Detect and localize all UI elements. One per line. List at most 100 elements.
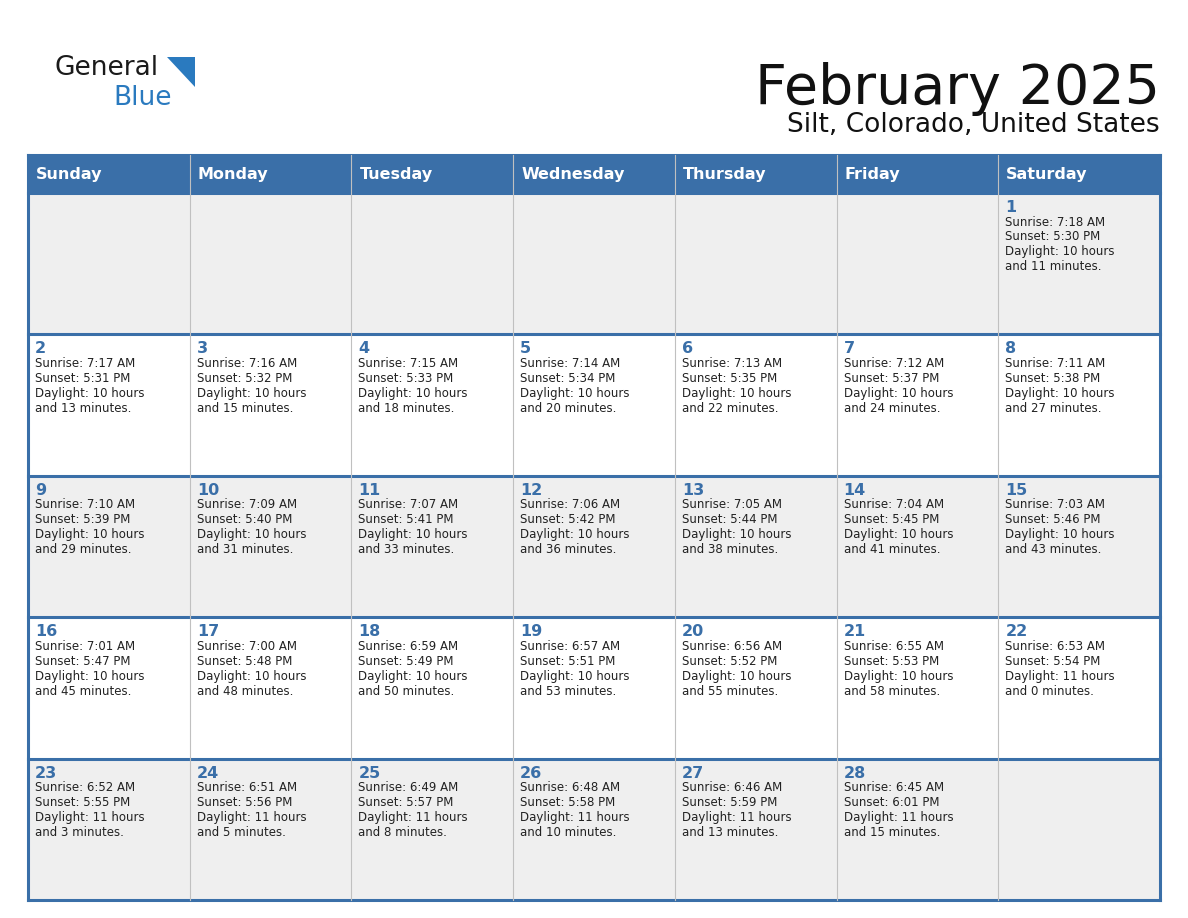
- Text: Sunset: 5:51 PM: Sunset: 5:51 PM: [520, 655, 615, 667]
- Text: Daylight: 11 hours: Daylight: 11 hours: [843, 812, 953, 824]
- Text: Sunrise: 7:17 AM: Sunrise: 7:17 AM: [34, 357, 135, 370]
- Bar: [352, 155, 513, 193]
- Bar: [190, 758, 352, 900]
- Text: Sunrise: 7:05 AM: Sunrise: 7:05 AM: [682, 498, 782, 511]
- Text: Daylight: 10 hours: Daylight: 10 hours: [34, 528, 145, 542]
- Text: Sunset: 5:54 PM: Sunset: 5:54 PM: [1005, 655, 1100, 667]
- Text: Sunrise: 6:49 AM: Sunrise: 6:49 AM: [359, 781, 459, 794]
- Text: and 38 minutes.: and 38 minutes.: [682, 543, 778, 556]
- Text: and 53 minutes.: and 53 minutes.: [520, 685, 617, 698]
- Text: Sunset: 5:58 PM: Sunset: 5:58 PM: [520, 796, 615, 809]
- Text: Daylight: 11 hours: Daylight: 11 hours: [34, 812, 145, 824]
- Text: 17: 17: [197, 624, 219, 639]
- Text: Sunset: 5:34 PM: Sunset: 5:34 PM: [520, 372, 615, 385]
- Text: Sunset: 5:39 PM: Sunset: 5:39 PM: [34, 513, 131, 526]
- Bar: [675, 617, 836, 758]
- Bar: [352, 334, 513, 476]
- Text: and 55 minutes.: and 55 minutes.: [682, 685, 778, 698]
- Text: 27: 27: [682, 766, 704, 780]
- Text: and 58 minutes.: and 58 minutes.: [843, 685, 940, 698]
- Text: Daylight: 10 hours: Daylight: 10 hours: [843, 386, 953, 400]
- Text: and 11 minutes.: and 11 minutes.: [1005, 261, 1101, 274]
- Bar: [352, 476, 513, 617]
- Text: and 8 minutes.: and 8 minutes.: [359, 826, 448, 839]
- Text: Sunset: 5:31 PM: Sunset: 5:31 PM: [34, 372, 131, 385]
- Text: Sunrise: 6:52 AM: Sunrise: 6:52 AM: [34, 781, 135, 794]
- Text: Silt, Colorado, United States: Silt, Colorado, United States: [788, 112, 1159, 138]
- Text: Sunset: 5:53 PM: Sunset: 5:53 PM: [843, 655, 939, 667]
- Text: Daylight: 10 hours: Daylight: 10 hours: [843, 670, 953, 683]
- Text: Daylight: 10 hours: Daylight: 10 hours: [34, 386, 145, 400]
- Text: and 45 minutes.: and 45 minutes.: [34, 685, 132, 698]
- Text: Sunrise: 6:46 AM: Sunrise: 6:46 AM: [682, 781, 782, 794]
- Text: Sunset: 5:59 PM: Sunset: 5:59 PM: [682, 796, 777, 809]
- Text: and 41 minutes.: and 41 minutes.: [843, 543, 940, 556]
- Text: 16: 16: [34, 624, 57, 639]
- Text: Sunrise: 7:15 AM: Sunrise: 7:15 AM: [359, 357, 459, 370]
- Bar: [675, 758, 836, 900]
- Bar: [998, 758, 1159, 900]
- Text: 26: 26: [520, 766, 543, 780]
- Bar: [29, 617, 190, 758]
- Text: Sunset: 5:32 PM: Sunset: 5:32 PM: [197, 372, 292, 385]
- Text: Daylight: 10 hours: Daylight: 10 hours: [520, 386, 630, 400]
- Bar: [29, 193, 190, 334]
- Bar: [998, 193, 1159, 334]
- Bar: [190, 193, 352, 334]
- Text: 11: 11: [359, 483, 380, 498]
- Bar: [836, 193, 998, 334]
- Text: Sunrise: 7:16 AM: Sunrise: 7:16 AM: [197, 357, 297, 370]
- Text: Daylight: 10 hours: Daylight: 10 hours: [520, 528, 630, 542]
- Bar: [675, 476, 836, 617]
- Text: Sunset: 5:49 PM: Sunset: 5:49 PM: [359, 655, 454, 667]
- Text: 22: 22: [1005, 624, 1028, 639]
- Text: Sunrise: 6:59 AM: Sunrise: 6:59 AM: [359, 640, 459, 653]
- Text: Sunrise: 7:18 AM: Sunrise: 7:18 AM: [1005, 216, 1105, 229]
- Text: 25: 25: [359, 766, 380, 780]
- Bar: [513, 193, 675, 334]
- Text: Sunset: 5:47 PM: Sunset: 5:47 PM: [34, 655, 131, 667]
- Bar: [836, 155, 998, 193]
- Text: Daylight: 10 hours: Daylight: 10 hours: [682, 528, 791, 542]
- Text: Daylight: 10 hours: Daylight: 10 hours: [359, 386, 468, 400]
- Text: Sunset: 5:35 PM: Sunset: 5:35 PM: [682, 372, 777, 385]
- Bar: [513, 155, 675, 193]
- Text: 6: 6: [682, 341, 693, 356]
- Text: 19: 19: [520, 624, 543, 639]
- Text: 24: 24: [197, 766, 219, 780]
- Text: and 50 minutes.: and 50 minutes.: [359, 685, 455, 698]
- Text: Sunset: 5:45 PM: Sunset: 5:45 PM: [843, 513, 939, 526]
- Bar: [998, 334, 1159, 476]
- Text: Sunrise: 7:13 AM: Sunrise: 7:13 AM: [682, 357, 782, 370]
- Text: Daylight: 10 hours: Daylight: 10 hours: [843, 528, 953, 542]
- Text: Daylight: 10 hours: Daylight: 10 hours: [1005, 528, 1114, 542]
- Text: Sunrise: 7:12 AM: Sunrise: 7:12 AM: [843, 357, 943, 370]
- Bar: [675, 193, 836, 334]
- Text: 13: 13: [682, 483, 704, 498]
- Text: Thursday: Thursday: [683, 166, 766, 182]
- Text: and 13 minutes.: and 13 minutes.: [682, 826, 778, 839]
- Text: 12: 12: [520, 483, 543, 498]
- Text: Daylight: 10 hours: Daylight: 10 hours: [1005, 386, 1114, 400]
- Text: Daylight: 10 hours: Daylight: 10 hours: [1005, 245, 1114, 259]
- Bar: [836, 617, 998, 758]
- Text: and 43 minutes.: and 43 minutes.: [1005, 543, 1101, 556]
- Text: Sunrise: 7:06 AM: Sunrise: 7:06 AM: [520, 498, 620, 511]
- Text: Wednesday: Wednesday: [522, 166, 625, 182]
- Bar: [675, 334, 836, 476]
- Text: 9: 9: [34, 483, 46, 498]
- Text: Daylight: 11 hours: Daylight: 11 hours: [682, 812, 791, 824]
- Text: Daylight: 10 hours: Daylight: 10 hours: [520, 670, 630, 683]
- Text: Monday: Monday: [197, 166, 268, 182]
- Bar: [190, 476, 352, 617]
- Bar: [352, 617, 513, 758]
- Text: Daylight: 10 hours: Daylight: 10 hours: [34, 670, 145, 683]
- Text: Sunset: 5:56 PM: Sunset: 5:56 PM: [197, 796, 292, 809]
- Text: 23: 23: [34, 766, 57, 780]
- Text: Daylight: 10 hours: Daylight: 10 hours: [359, 528, 468, 542]
- Bar: [29, 476, 190, 617]
- Text: General: General: [55, 55, 159, 81]
- Text: and 27 minutes.: and 27 minutes.: [1005, 402, 1101, 415]
- Text: 18: 18: [359, 624, 380, 639]
- Text: and 18 minutes.: and 18 minutes.: [359, 402, 455, 415]
